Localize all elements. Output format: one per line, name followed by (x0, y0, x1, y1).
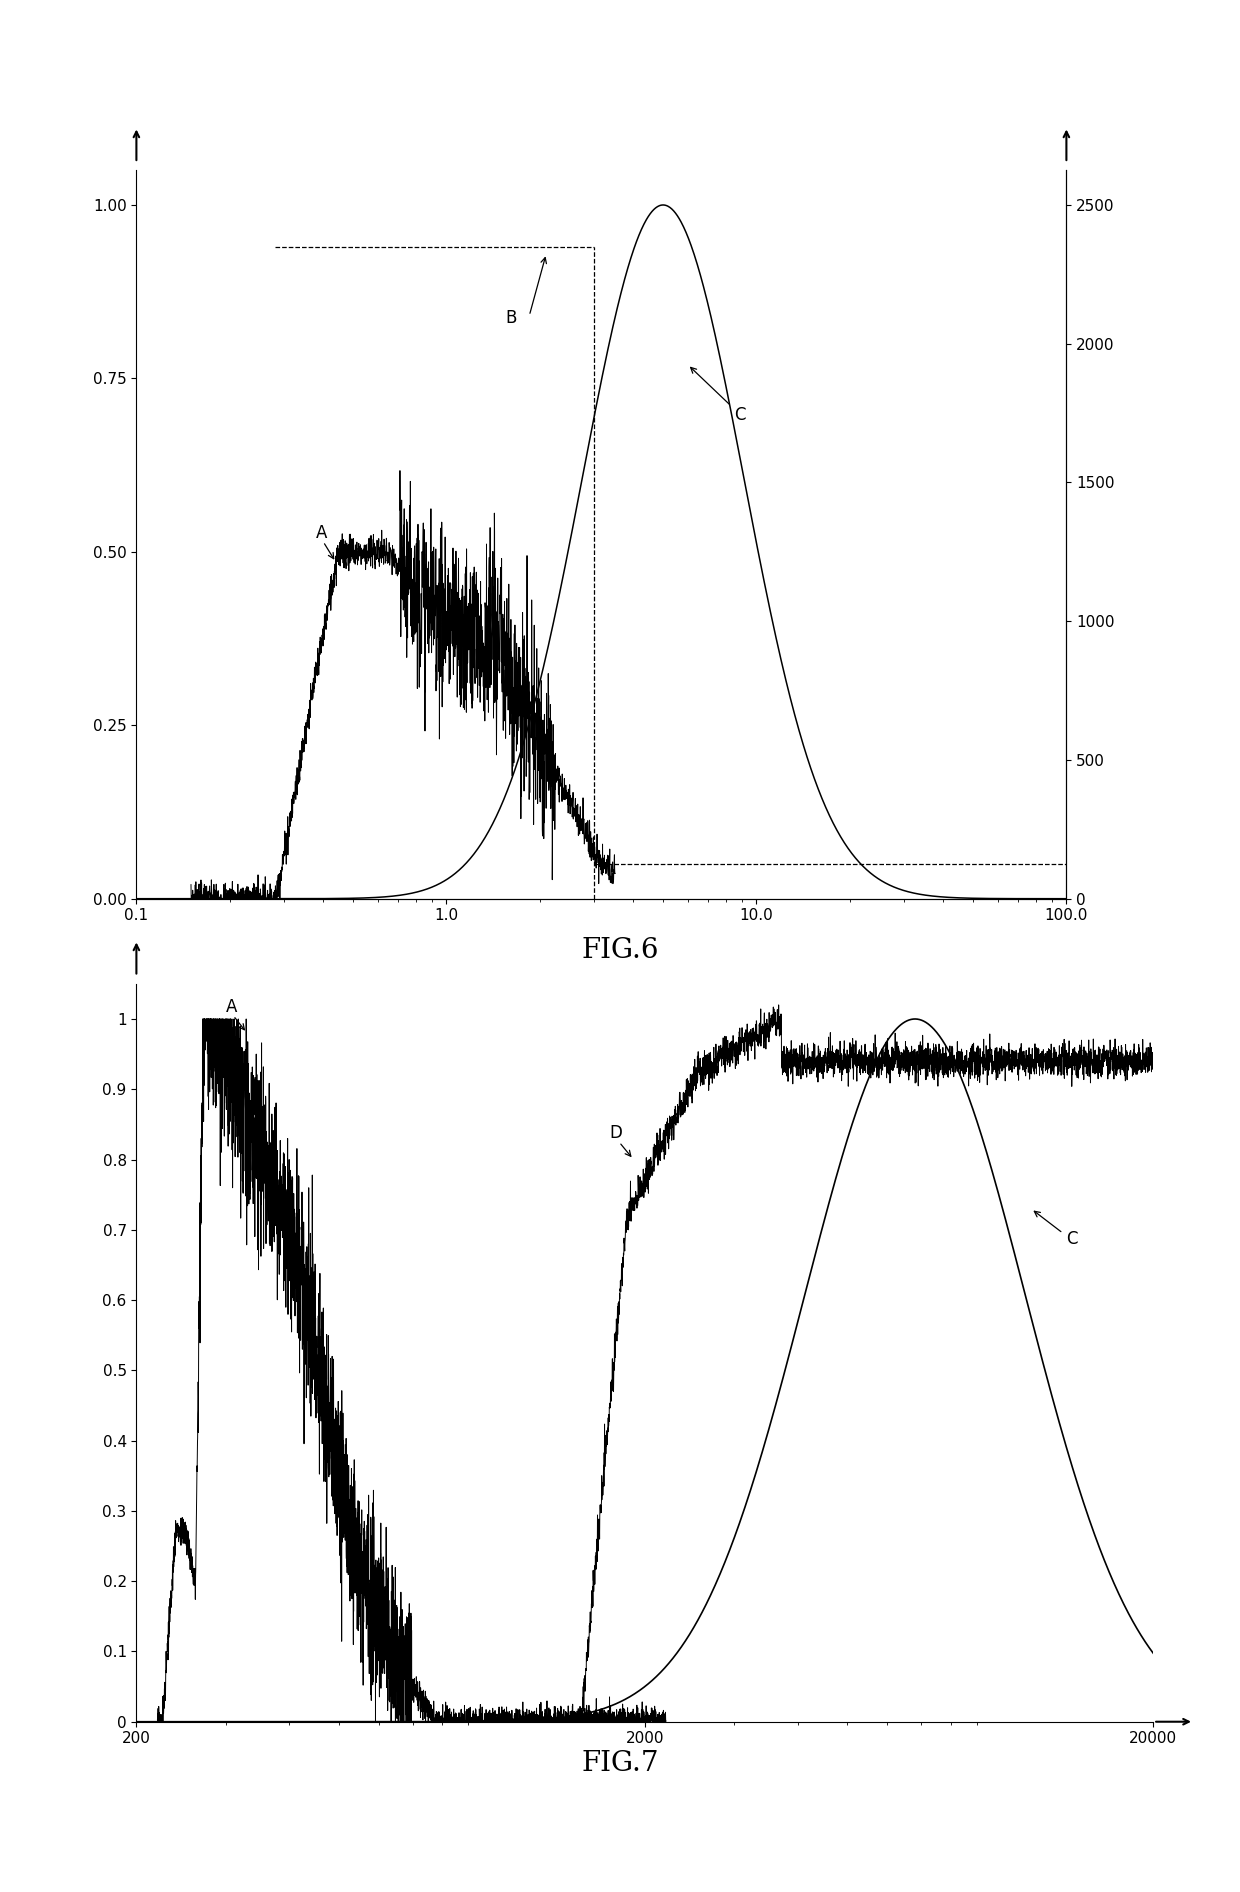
Text: B: B (506, 308, 517, 327)
Text: A: A (226, 997, 237, 1016)
Text: D: D (609, 1124, 621, 1143)
Text: FIG.7: FIG.7 (582, 1750, 658, 1777)
Text: C: C (734, 407, 746, 424)
Text: A: A (316, 524, 327, 541)
Text: C: C (1066, 1230, 1078, 1249)
Text: FIG.6: FIG.6 (582, 937, 658, 963)
